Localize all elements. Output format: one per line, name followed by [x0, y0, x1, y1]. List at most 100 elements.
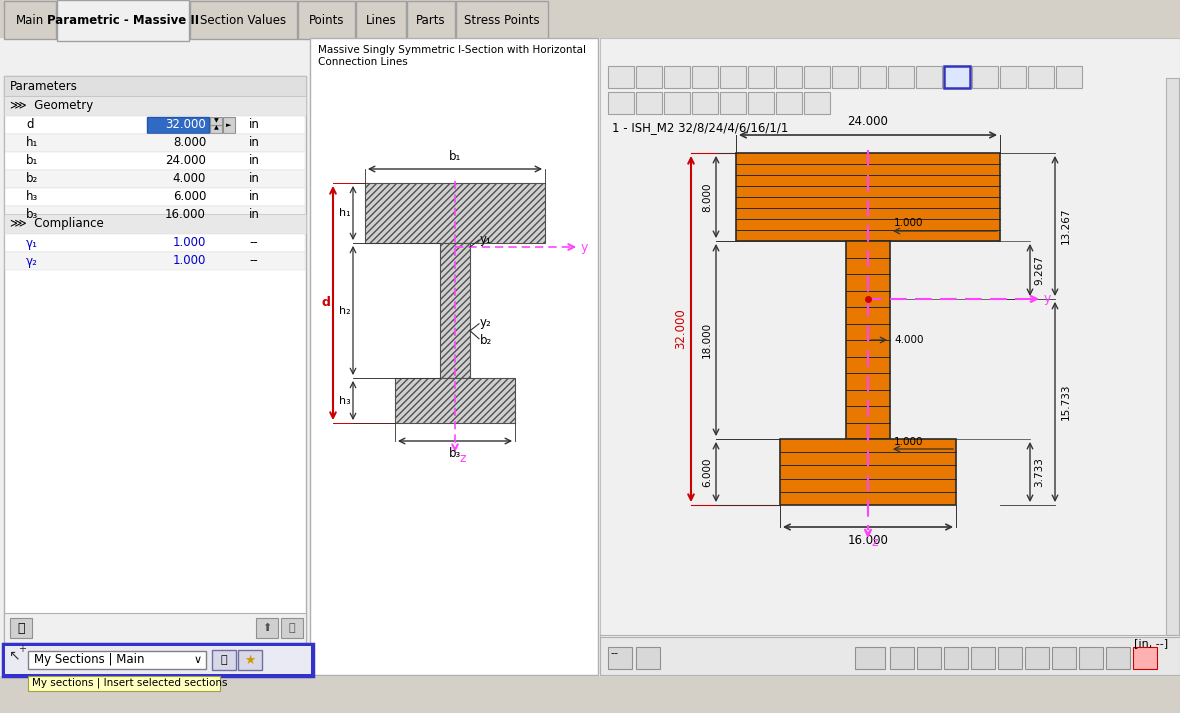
Bar: [1166, 78, 1179, 635]
Text: 15.733: 15.733: [1061, 384, 1071, 420]
Text: 1.000: 1.000: [172, 255, 206, 267]
Bar: [4, 644, 313, 676]
Text: b₁: b₁: [448, 150, 461, 163]
Text: Connection Lines: Connection Lines: [317, 57, 408, 67]
Text: Parameters: Parameters: [9, 80, 78, 93]
Bar: [748, 66, 774, 88]
Bar: [804, 66, 830, 88]
Bar: [5, 252, 304, 270]
Bar: [5, 234, 304, 252]
Bar: [5, 206, 304, 224]
Text: 9.267: 9.267: [1034, 255, 1044, 285]
Text: h₃: h₃: [26, 190, 38, 203]
Text: y₂: y₂: [480, 317, 492, 329]
Bar: [5, 152, 304, 170]
Text: h₃: h₃: [339, 396, 350, 406]
Text: Section Values: Section Values: [201, 14, 287, 26]
Text: ►: ►: [227, 122, 231, 128]
Bar: [846, 241, 890, 439]
Bar: [971, 647, 995, 669]
Bar: [889, 66, 914, 88]
Bar: [776, 92, 802, 114]
Bar: [776, 66, 802, 88]
Text: in: in: [249, 173, 260, 185]
Text: in: in: [249, 136, 260, 150]
Text: h₁: h₁: [26, 136, 39, 150]
Text: Stress Points: Stress Points: [464, 14, 539, 26]
Text: b₃: b₃: [26, 208, 38, 222]
Bar: [281, 618, 303, 638]
Text: 📂: 📂: [221, 655, 228, 665]
Bar: [860, 66, 886, 88]
Bar: [917, 647, 940, 669]
Text: Massive Singly Symmetric I-Section with Horizontal: Massive Singly Symmetric I-Section with …: [317, 45, 586, 55]
Bar: [190, 1, 297, 39]
Bar: [916, 66, 942, 88]
Bar: [4, 613, 306, 643]
Text: Main: Main: [15, 14, 44, 26]
Bar: [4, 214, 306, 234]
Text: 24.000: 24.000: [847, 115, 889, 128]
Bar: [608, 92, 634, 114]
Text: ⬆: ⬆: [262, 623, 271, 633]
Bar: [256, 618, 278, 638]
Bar: [440, 243, 470, 378]
Text: Points: Points: [309, 14, 345, 26]
Text: in: in: [249, 155, 260, 168]
Bar: [356, 1, 406, 39]
Text: z: z: [459, 451, 465, 464]
Bar: [212, 650, 236, 670]
Text: [in, --]: [in, --]: [1134, 638, 1168, 648]
Bar: [57, 0, 189, 41]
Bar: [1053, 647, 1076, 669]
Bar: [890, 647, 914, 669]
Text: 1.000: 1.000: [894, 437, 924, 447]
Bar: [1056, 66, 1082, 88]
Text: ★: ★: [244, 654, 256, 667]
Text: 8.000: 8.000: [702, 183, 712, 212]
Bar: [28, 676, 219, 691]
Text: y: y: [581, 240, 589, 254]
Bar: [691, 92, 717, 114]
Text: γ₂: γ₂: [26, 255, 38, 267]
Bar: [599, 637, 1180, 675]
Bar: [0, 38, 1180, 675]
Text: 1.000: 1.000: [894, 218, 924, 228]
Bar: [310, 38, 598, 675]
Text: Parametric - Massive II: Parametric - Massive II: [47, 14, 199, 28]
Bar: [365, 183, 545, 243]
Bar: [5, 134, 304, 152]
Bar: [944, 647, 968, 669]
Text: y: y: [1044, 292, 1051, 305]
Text: 6.000: 6.000: [172, 190, 206, 203]
Text: 18.000: 18.000: [702, 322, 712, 358]
Bar: [148, 117, 209, 133]
Text: ↖: ↖: [8, 648, 20, 662]
Bar: [210, 125, 222, 133]
Text: h₁: h₁: [339, 208, 350, 218]
Text: 💾: 💾: [289, 623, 295, 633]
Text: b₂: b₂: [480, 334, 492, 347]
Text: in: in: [249, 208, 260, 222]
Text: --: --: [249, 255, 257, 267]
Text: 32.000: 32.000: [675, 309, 688, 349]
Text: d: d: [26, 118, 33, 131]
Bar: [28, 651, 206, 669]
Bar: [636, 92, 662, 114]
Bar: [4, 96, 306, 116]
Text: 4.000: 4.000: [172, 173, 206, 185]
Bar: [972, 66, 998, 88]
Text: 16.000: 16.000: [165, 208, 206, 222]
Bar: [599, 38, 1180, 675]
Bar: [664, 92, 690, 114]
Bar: [5, 188, 304, 206]
Text: h₂: h₂: [339, 305, 350, 315]
Bar: [664, 66, 690, 88]
Bar: [608, 66, 634, 88]
Text: +: +: [18, 644, 26, 654]
Text: in: in: [249, 118, 260, 131]
Text: My sections | Insert selected sections: My sections | Insert selected sections: [32, 678, 228, 688]
Bar: [5, 116, 304, 134]
Text: 6.000: 6.000: [702, 457, 712, 487]
Text: 📖: 📖: [18, 622, 25, 635]
